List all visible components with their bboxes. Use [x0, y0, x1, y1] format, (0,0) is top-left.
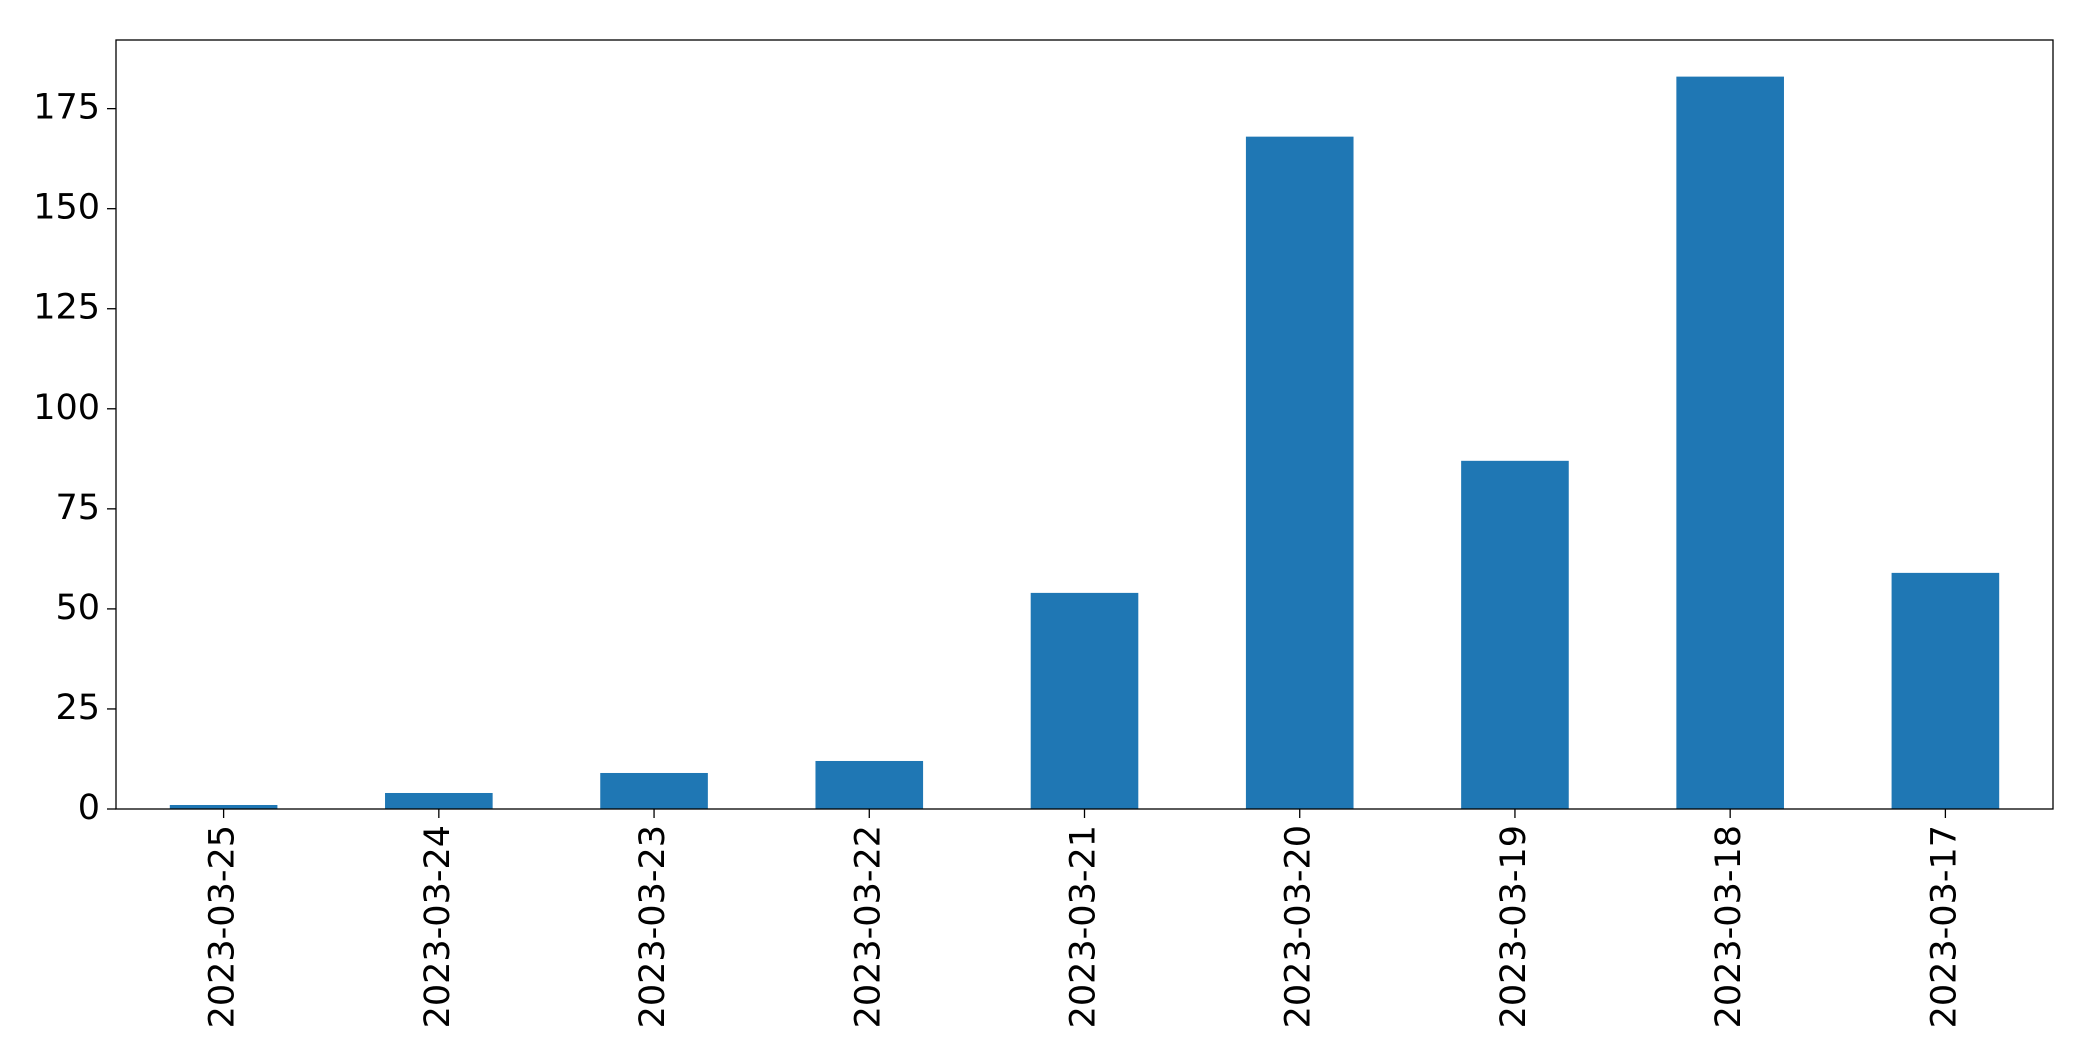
x-tick-label: 2023-03-18 — [1709, 825, 1749, 1028]
bar — [169, 804, 278, 809]
y-tick-label: 25 — [55, 688, 100, 728]
bar — [1891, 572, 2000, 809]
x-tick-label: 2023-03-22 — [848, 825, 888, 1028]
bar — [1245, 136, 1354, 809]
x-tick-label: 2023-03-24 — [418, 825, 458, 1028]
y-tick-label: 0 — [78, 788, 100, 828]
bar — [385, 792, 493, 809]
bar — [815, 760, 924, 809]
bar — [1030, 592, 1139, 809]
bar — [1676, 76, 1784, 810]
x-tick-label: 2023-03-25 — [203, 825, 243, 1028]
bar — [1461, 460, 1569, 809]
x-tick-label: 2023-03-23 — [633, 825, 673, 1028]
bar — [600, 772, 708, 809]
y-tick-label: 150 — [33, 188, 100, 228]
x-tick-label: 2023-03-17 — [1924, 825, 1964, 1028]
y-tick-label: 175 — [33, 88, 100, 128]
y-tick-label: 125 — [33, 288, 100, 328]
plot-frame — [115, 39, 2054, 810]
y-tick-label: 75 — [55, 488, 100, 528]
y-tick-label: 100 — [33, 388, 100, 428]
y-tick-label: 50 — [55, 588, 100, 628]
x-tick-label: 2023-03-19 — [1494, 825, 1534, 1028]
x-tick-label: 2023-03-20 — [1279, 825, 1319, 1028]
x-tick-label: 2023-03-21 — [1064, 825, 1104, 1028]
